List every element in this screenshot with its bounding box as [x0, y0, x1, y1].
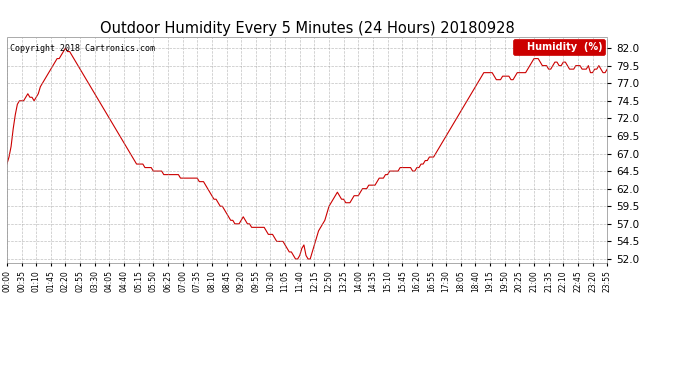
Text: Copyright 2018 Cartronics.com: Copyright 2018 Cartronics.com — [10, 44, 155, 53]
Legend: Humidity  (%): Humidity (%) — [513, 39, 605, 55]
Title: Outdoor Humidity Every 5 Minutes (24 Hours) 20180928: Outdoor Humidity Every 5 Minutes (24 Hou… — [99, 21, 515, 36]
